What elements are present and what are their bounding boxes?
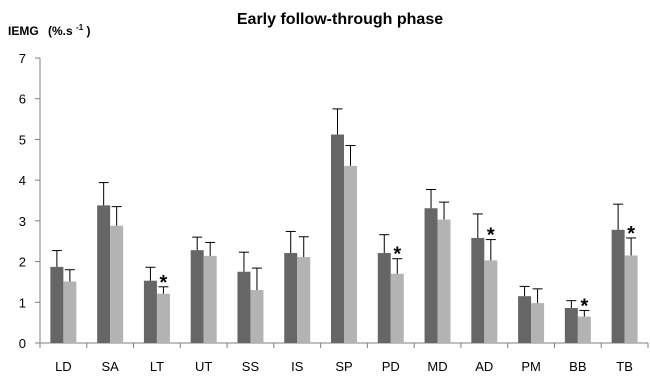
significance-asterisk: * — [393, 244, 401, 266]
error-bars — [51, 108, 637, 317]
bar — [143, 280, 157, 343]
x-tick-label: LD — [55, 359, 72, 374]
x-tick-label: BB — [569, 359, 586, 374]
y-axis-label-unit: (%.s — [48, 24, 73, 38]
x-tick-label: SS — [242, 359, 260, 374]
y-axis-label: IEMG (%.s -1 ) — [8, 19, 91, 38]
x-tick-label: MD — [427, 359, 447, 374]
bar — [284, 253, 298, 343]
bar — [190, 250, 204, 343]
bar — [50, 266, 64, 343]
y-axis-label-quantity: IEMG — [8, 24, 39, 38]
y-axis-label-unit-exponent: -1 — [76, 23, 84, 32]
bar — [424, 208, 438, 343]
bar — [63, 281, 77, 343]
bar — [250, 290, 264, 343]
bar — [564, 307, 578, 343]
bar — [484, 260, 498, 343]
significance-asterisk: * — [487, 225, 495, 247]
bar — [97, 205, 111, 343]
bar — [531, 303, 545, 343]
x-tick-label: TB — [616, 359, 633, 374]
bar — [110, 225, 124, 343]
bars — [50, 134, 638, 343]
bar — [471, 237, 485, 343]
bar — [577, 316, 591, 343]
bar — [156, 293, 170, 343]
x-tick-label: SA — [101, 359, 119, 374]
y-tick-label: 2 — [19, 255, 26, 270]
x-tick-label: IS — [291, 359, 304, 374]
y-axis-label-unit-close: ) — [87, 24, 91, 38]
significance-asterisk: * — [160, 272, 168, 294]
x-tick-label: UT — [195, 359, 212, 374]
bar — [203, 255, 217, 343]
bar — [237, 271, 251, 343]
x-tick-label: SP — [335, 359, 352, 374]
bar — [390, 273, 404, 343]
significance-markers: * * * * * — [160, 223, 636, 317]
bar — [344, 165, 357, 343]
chart-title: Early follow-through phase — [237, 11, 443, 28]
y-tick-label: 3 — [19, 214, 26, 229]
bar — [297, 257, 311, 343]
y-tick-label: 0 — [19, 336, 26, 351]
significance-asterisk: * — [627, 223, 635, 245]
bar — [331, 134, 344, 343]
y-axis: 0 1 2 3 4 5 6 7 — [19, 51, 41, 351]
significance-asterisk: * — [580, 295, 588, 317]
y-tick-label: 6 — [19, 92, 26, 107]
bar — [518, 296, 532, 343]
y-tick-label: 4 — [19, 173, 26, 188]
y-tick-label: 7 — [19, 51, 26, 66]
y-tick-label: 5 — [19, 132, 26, 147]
x-axis: LD SA LT UT SS IS SP PD MD AD PM BB TB — [39, 342, 649, 374]
bar — [611, 229, 625, 343]
y-tick-label: 1 — [19, 295, 26, 310]
bar — [437, 219, 451, 343]
x-tick-label: AD — [475, 359, 493, 374]
bar — [377, 253, 391, 343]
x-tick-label: LT — [150, 359, 164, 374]
x-tick-label: PM — [521, 359, 541, 374]
bar — [624, 255, 638, 343]
x-tick-label: PD — [382, 359, 400, 374]
